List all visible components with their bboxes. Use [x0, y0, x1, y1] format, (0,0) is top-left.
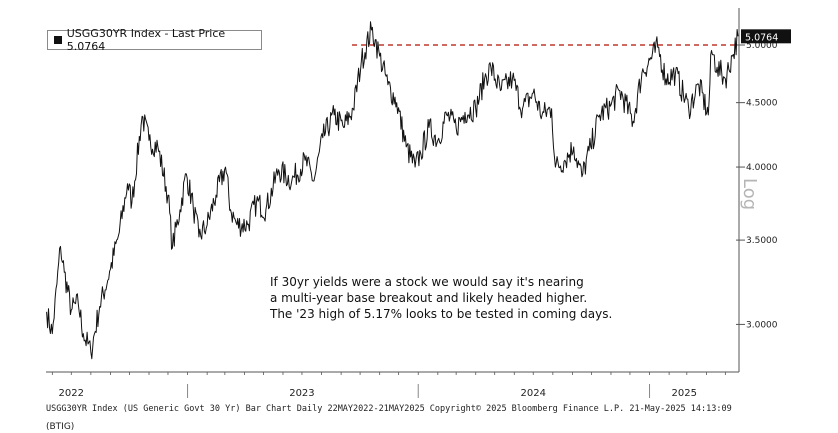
x-year-label: 2025: [672, 388, 697, 399]
scale-label: Log: [739, 178, 760, 211]
annotation: If 30yr yields were a stock we would say…: [270, 274, 670, 322]
last-price-label-bg: [741, 29, 791, 44]
annotation-line-2: a multi-year base breakout and likely he…: [270, 291, 588, 305]
last-price-label: 5.0764: [745, 32, 778, 43]
y-tick-label: 5.0000: [746, 41, 778, 51]
legend-swatch: [54, 36, 62, 44]
annotation-line-3: The '23 high of 5.17% looks to be tested…: [270, 307, 613, 321]
price-series-line: [46, 21, 739, 360]
y-tick-label: 3.5000: [746, 236, 778, 246]
x-year-label: 2022: [59, 388, 84, 399]
x-year-label: 2023: [289, 388, 314, 399]
y-tick-label: 4.0000: [746, 163, 778, 173]
legend-label: USGG30YR Index - Last Price 5.0764: [66, 27, 226, 53]
x-year-label: 2024: [521, 388, 546, 399]
annotation-line-1: If 30yr yields were a stock we would say…: [270, 275, 584, 289]
y-tick-label: 3.0000: [746, 320, 778, 330]
legend: USGG30YR Index - Last Price 5.0764: [47, 27, 262, 53]
credit: (BTIG): [46, 422, 75, 432]
y-tick-label: 4.5000: [746, 99, 778, 109]
chart-footer: USGG30YR Index (US Generic Govt 30 Yr) B…: [46, 404, 732, 414]
